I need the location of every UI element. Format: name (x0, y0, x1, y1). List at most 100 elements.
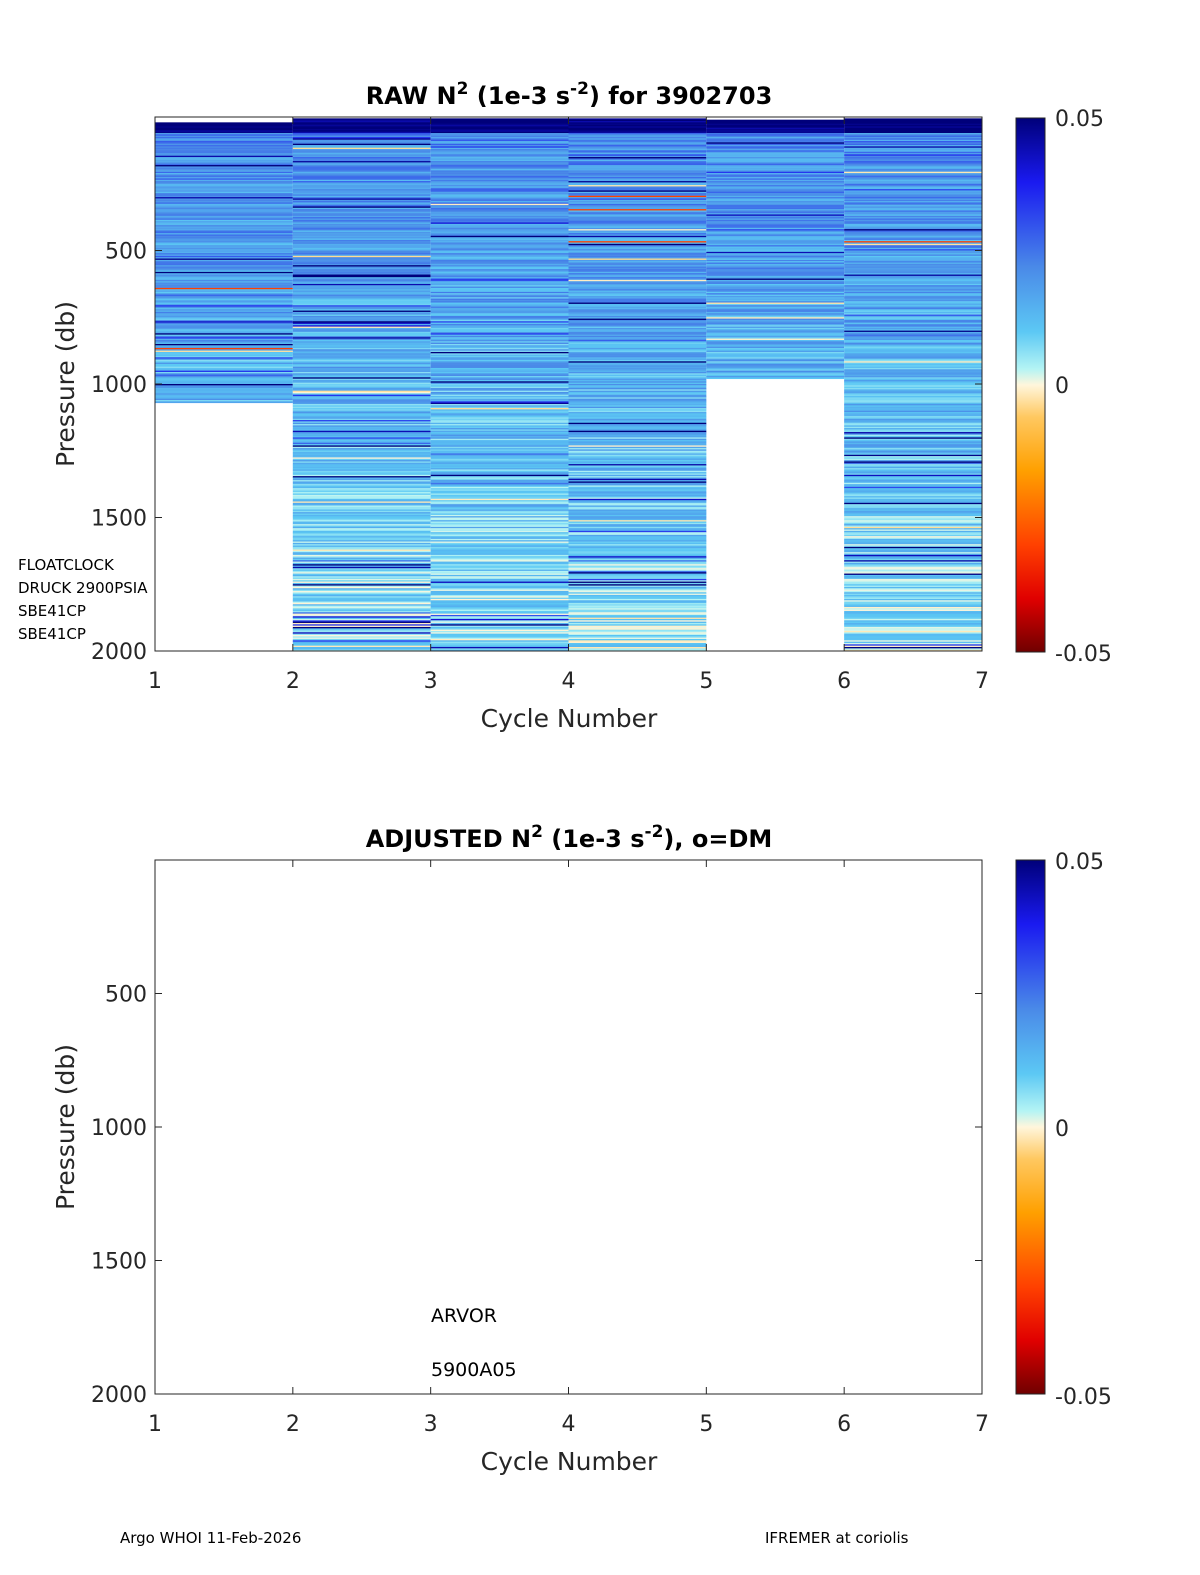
heatmap-cell (430, 388, 569, 390)
heatmap-cell (844, 577, 982, 580)
heatmap-cell (292, 426, 431, 429)
x-tick-label: 6 (837, 1412, 851, 1437)
heatmap-cell (706, 313, 845, 315)
heatmap-cell (568, 488, 707, 490)
heatmap-cell (292, 557, 431, 560)
heatmap-cell (568, 437, 707, 440)
heatmap-cell (292, 137, 431, 139)
heatmap-cell (292, 620, 431, 623)
heatmap-cell (844, 385, 982, 388)
heatmap-cell (568, 617, 707, 620)
heatmap-cell (292, 157, 431, 159)
heatmap-cell (844, 155, 982, 158)
heatmap-cell (292, 270, 431, 273)
heatmap-cell (844, 433, 982, 436)
heatmap-cell (430, 442, 569, 445)
heatmap-cell (430, 145, 569, 147)
heatmap-cell (568, 155, 707, 158)
heatmap-cell (292, 198, 431, 201)
heatmap-cell (844, 496, 982, 498)
heatmap-cell (844, 413, 982, 416)
heatmap-cell (430, 381, 569, 384)
heatmap-cell (568, 378, 707, 381)
heatmap-cell (292, 323, 431, 326)
heatmap-cell (568, 521, 707, 524)
heatmap-cell (844, 329, 982, 331)
heatmap-cell (292, 202, 431, 205)
heatmap-cell (568, 207, 707, 210)
heatmap-cell (292, 465, 431, 468)
heatmap-cell (430, 295, 569, 298)
heatmap-cell (430, 169, 569, 171)
heatmap-cell (292, 512, 431, 514)
heatmap-cell (155, 214, 293, 217)
heatmap-cell (430, 315, 569, 318)
heatmap-cell (844, 131, 982, 134)
heatmap-cell (844, 151, 982, 154)
heatmap-cell (844, 549, 982, 552)
heatmap-cell (430, 359, 569, 362)
heatmap-cell (844, 573, 982, 576)
heatmap-cell (292, 295, 431, 298)
heatmap-cell (568, 166, 707, 169)
heatmap-cell (844, 169, 982, 171)
heatmap-cell (844, 177, 982, 179)
heatmap-cell (844, 325, 982, 327)
heatmap-cell (706, 142, 845, 145)
heatmap-cell (706, 127, 845, 130)
heatmap-cell (844, 373, 982, 376)
heatmap-cell (430, 270, 569, 273)
heatmap-cell (568, 169, 707, 171)
heatmap-cell (292, 461, 431, 464)
heatmap-cell (430, 573, 569, 576)
heatmap-cell (430, 486, 569, 489)
sensor-label-floatclock: FLOATCLOCK (18, 556, 115, 574)
heatmap-cell (568, 223, 707, 226)
heatmap-cell (844, 335, 982, 338)
heatmap-cell (568, 291, 707, 294)
heatmap-cell (844, 251, 982, 254)
heatmap-cell (430, 326, 569, 329)
heatmap-cell (292, 293, 431, 295)
heatmap-cell (155, 291, 293, 294)
heatmap-cell (155, 135, 293, 138)
heatmap-cell (568, 203, 707, 206)
heatmap-cell (430, 514, 569, 517)
heatmap-cell (844, 122, 982, 125)
heatmap-cell (568, 477, 707, 480)
heatmap-cell (292, 335, 431, 338)
heatmap-cell (706, 150, 845, 153)
heatmap-cell (292, 606, 431, 609)
heatmap-cell (844, 133, 982, 135)
heatmap-cell (292, 488, 431, 490)
heatmap-cell (844, 331, 982, 334)
heatmap-cell (568, 632, 707, 635)
heatmap-cell (430, 613, 569, 616)
heatmap-cell (568, 546, 707, 549)
heatmap-cell (155, 237, 293, 239)
heatmap-cell (568, 186, 707, 189)
heatmap-cell (568, 226, 707, 229)
heatmap-cell (430, 465, 569, 468)
heatmap-cell (844, 416, 982, 418)
heatmap-cell (568, 299, 707, 302)
heatmap-cell (568, 404, 707, 406)
heatmap-cell (568, 282, 707, 285)
heatmap-cell (430, 421, 569, 424)
heatmap-cell (430, 516, 569, 518)
heatmap-cell (844, 217, 982, 219)
heatmap-cell (844, 195, 982, 198)
heatmap-cell (430, 476, 569, 478)
adjusted-colorbar-max-label: 0.05 (1055, 850, 1104, 875)
heatmap-cell (430, 261, 569, 263)
heatmap-cell (844, 305, 982, 307)
heatmap-cell (430, 119, 569, 122)
heatmap-cell (430, 505, 569, 508)
heatmap-cell (568, 143, 707, 146)
heatmap-cell (568, 472, 707, 474)
heatmap-cell (292, 358, 431, 361)
heatmap-cell (155, 219, 293, 222)
heatmap-cell (706, 257, 845, 259)
heatmap-cell (844, 553, 982, 556)
heatmap-cell (430, 377, 569, 380)
